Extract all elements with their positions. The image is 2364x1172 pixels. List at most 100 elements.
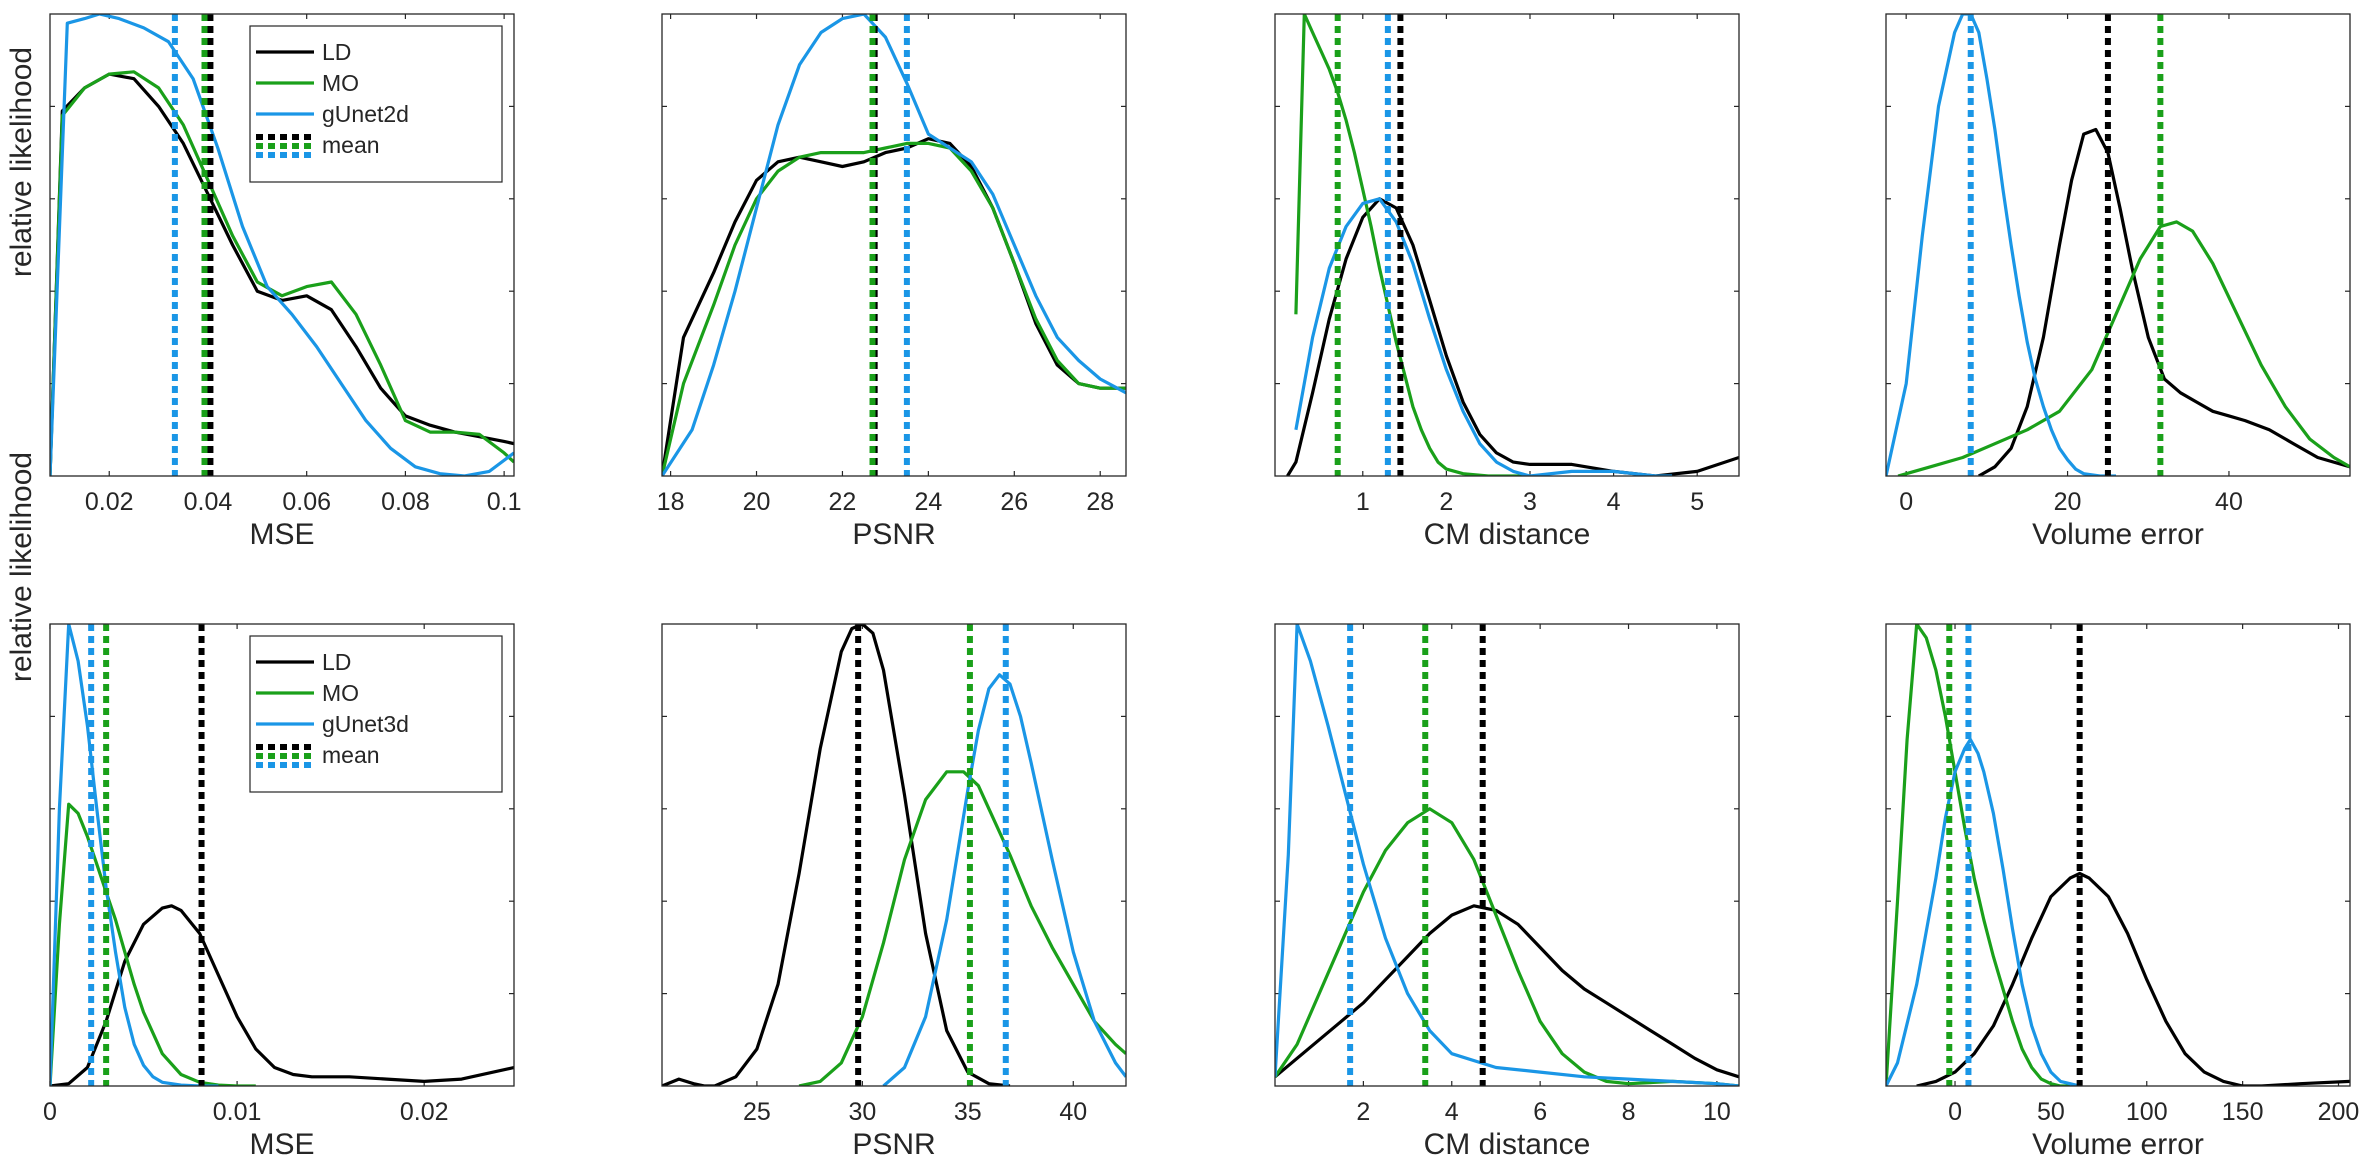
- x-tick-label: 4: [1607, 488, 1621, 516]
- row1-ylabel: relative likelihood: [5, 47, 38, 277]
- axes-frame: [661, 623, 1127, 1087]
- x-tick-label: 26: [1000, 488, 1028, 516]
- series-gUnet2d: [1886, 14, 2116, 476]
- x-tick-label: 0.01: [213, 1098, 262, 1126]
- series-gUnet3d: [1275, 624, 1739, 1086]
- x-tick-label: 2: [1439, 488, 1453, 516]
- x-tick-label: 20: [2054, 488, 2082, 516]
- x-tick-label: 150: [2222, 1098, 2264, 1126]
- series-LD: [1916, 871, 2350, 1086]
- series-gUnet2d: [1294, 197, 1673, 476]
- panel-3: 1 2 3 4 5 CM distance: [1274, 13, 1740, 551]
- x-tick-label: 6: [1533, 1098, 1547, 1126]
- series-gUnet3d: [1886, 737, 2081, 1086]
- x-tick-label: 0.02: [85, 488, 134, 516]
- x-tick-label: 0: [1899, 488, 1913, 516]
- plot-area: [662, 624, 1126, 1086]
- panel-4: 0 20 40 Volume error: [1885, 13, 2351, 551]
- axes-frame: [1885, 13, 2351, 477]
- axes-frame: [1885, 623, 2351, 1087]
- x-tick-label: 0.04: [184, 488, 233, 516]
- x-tick-label: 100: [2126, 1098, 2168, 1126]
- series-group: [1286, 14, 1739, 476]
- legend-label-gUnet2d: gUnet2d: [322, 101, 409, 127]
- plot-area: [1275, 14, 1739, 476]
- x-tick-label: 2: [1356, 1098, 1370, 1126]
- x-tick-label: 200: [2318, 1098, 2360, 1126]
- series-group: [50, 624, 514, 1086]
- plot-area: [1886, 624, 2350, 1086]
- x-tick-label: 24: [914, 488, 942, 516]
- series-gUnet3d: [50, 624, 219, 1086]
- x-tick-label: 40: [1059, 1098, 1087, 1126]
- axes-frame: [1274, 13, 1740, 477]
- axes-frame: [1274, 623, 1740, 1087]
- panel-2: 18 20 22 24 26 28 PSNR: [657, 13, 1127, 551]
- legend: LD MO gUnet3d mean: [249, 635, 503, 793]
- legend-label-LD: LD: [322, 649, 351, 675]
- x-tick-label: 40: [2215, 488, 2243, 516]
- panel-5: 0 0.01 0.02 MSE LD MO gUnet3d mean: [43, 623, 515, 1161]
- axes-frame: [661, 13, 1127, 477]
- series-gUnet2d: [662, 14, 1126, 476]
- series-group: [1886, 624, 2350, 1086]
- series-MO: [1275, 807, 1739, 1086]
- x-axis-label: PSNR: [852, 1128, 935, 1161]
- x-tick-label: 0: [43, 1098, 57, 1126]
- series-LD: [662, 137, 1126, 476]
- x-tick-label: 18: [657, 488, 685, 516]
- x-tick-label: 8: [1622, 1098, 1636, 1126]
- axes-frame: [49, 13, 515, 477]
- x-tick-label: 30: [848, 1098, 876, 1126]
- plot-area: [662, 14, 1126, 476]
- plot-area: [1886, 14, 2350, 476]
- series-gUnet3d: [882, 673, 1126, 1086]
- x-tick-label: 10: [1703, 1098, 1731, 1126]
- x-tick-label: 22: [829, 488, 857, 516]
- series-group: [1886, 14, 2350, 476]
- x-axis-label: MSE: [249, 1128, 314, 1161]
- panel-7: 2 4 6 8 10 CM distance: [1274, 623, 1740, 1161]
- series-group: [662, 14, 1126, 476]
- x-tick-label: 0.06: [282, 488, 331, 516]
- x-tick-label: 0.08: [381, 488, 430, 516]
- panel-6: 25 30 35 40 PSNR: [661, 623, 1127, 1161]
- series-LD: [662, 624, 1011, 1086]
- series-MO: [1886, 624, 2071, 1086]
- series-MO: [1294, 14, 1530, 476]
- x-tick-label: 0.1: [487, 488, 522, 516]
- x-tick-label: 20: [743, 488, 771, 516]
- series-LD: [1286, 197, 1739, 476]
- x-axis-label: CM distance: [1424, 1128, 1591, 1161]
- x-tick-label: 5: [1690, 488, 1704, 516]
- legend-label-mean: mean: [322, 742, 380, 768]
- series-MO: [662, 141, 1126, 476]
- legend-label-MO: MO: [322, 70, 359, 96]
- series-MO: [50, 802, 256, 1086]
- series-LD: [50, 904, 514, 1086]
- row2-ylabel: relative likelihood: [5, 452, 38, 682]
- x-axis-label: CM distance: [1424, 518, 1591, 551]
- legend-label-LD: LD: [322, 39, 351, 65]
- x-tick-label: 3: [1523, 488, 1537, 516]
- x-tick-label: 0: [1948, 1098, 1962, 1126]
- x-axis-label: Volume error: [2032, 1128, 2204, 1161]
- legend: LD MO gUnet2d mean: [249, 25, 503, 183]
- x-axis-label: Volume error: [2032, 518, 2204, 551]
- series-gUnet2d: [50, 14, 514, 476]
- x-tick-label: 50: [2037, 1098, 2065, 1126]
- panel-1: 0.02 0.04 0.06 0.08 0.1 MSE LD MO gUnet2d mean: [49, 13, 522, 551]
- x-tick-label: 28: [1086, 488, 1114, 516]
- series-LD: [1978, 127, 2350, 476]
- series-LD: [50, 72, 514, 476]
- series-MO: [1897, 220, 2350, 476]
- panel-8: 0 50 100 150 200 Volume error: [1885, 623, 2360, 1161]
- x-tick-label: 0.02: [400, 1098, 449, 1126]
- legend-label-gUnet3d: gUnet3d: [322, 711, 409, 737]
- x-tick-label: 4: [1445, 1098, 1459, 1126]
- x-tick-label: 1: [1356, 488, 1370, 516]
- x-axis-label: MSE: [249, 518, 314, 551]
- x-axis-label: PSNR: [852, 518, 935, 551]
- series-group: [50, 14, 514, 476]
